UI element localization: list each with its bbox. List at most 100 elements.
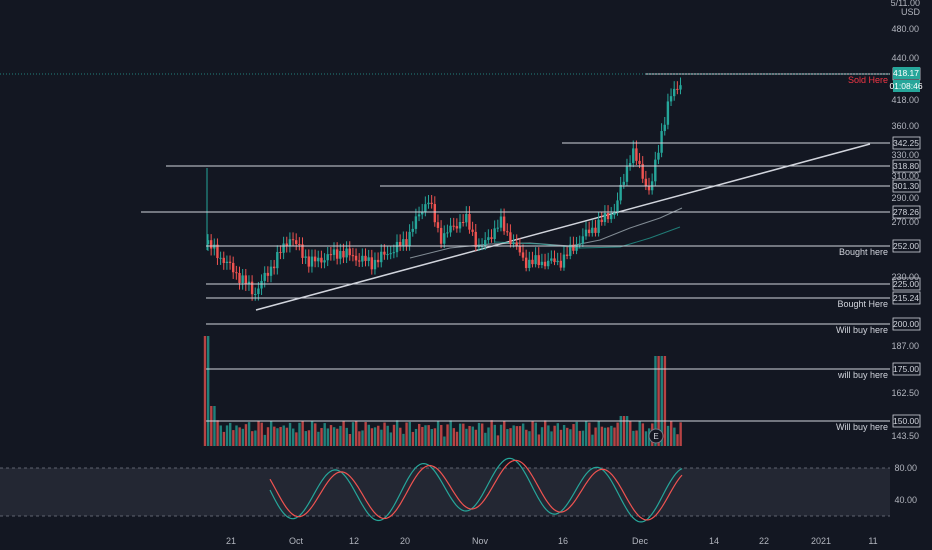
volume-bar — [487, 427, 490, 446]
volume-bar — [285, 427, 289, 446]
candle-body — [323, 260, 326, 263]
candle-body — [373, 259, 377, 270]
stochastic-tick-label: 80.00 — [894, 463, 917, 473]
level-price-tag — [892, 317, 921, 331]
candle-body — [263, 272, 266, 281]
volume-bar — [584, 420, 588, 446]
volume-bar — [373, 427, 377, 446]
candle-body — [433, 204, 436, 223]
volume-bar — [298, 422, 301, 446]
candle-body — [279, 251, 282, 253]
candle-body — [421, 211, 424, 215]
volume-bar — [654, 356, 657, 446]
volume-bar — [663, 356, 667, 446]
candle-body — [669, 96, 673, 102]
candle-body — [515, 242, 518, 247]
candle-body — [575, 244, 578, 251]
price-tick-label: 162.50 — [891, 388, 919, 398]
level-price-tag — [892, 362, 921, 376]
volume-bar — [644, 431, 648, 446]
candle-body — [244, 275, 247, 285]
time-tick-label: Oct — [289, 536, 304, 546]
candle-body — [342, 251, 345, 258]
volume-bar — [229, 422, 232, 446]
candle-body — [628, 163, 632, 167]
earnings-marker[interactable] — [648, 428, 664, 444]
candle-body — [383, 251, 386, 255]
volume-bar — [544, 420, 547, 446]
candle-body — [562, 254, 566, 268]
candle-body — [228, 261, 232, 263]
volume-bar — [317, 431, 320, 446]
volume-bar — [251, 431, 254, 446]
price-tick-label: 230.00 — [891, 272, 919, 282]
volume-bar — [421, 426, 424, 446]
candle-body — [225, 261, 229, 263]
time-tick-label: Dec — [632, 536, 649, 546]
volume-bar — [320, 428, 323, 446]
candle-body — [222, 257, 225, 263]
candle-body — [439, 227, 443, 244]
volume-bar — [304, 431, 307, 446]
level-note: Will buy here — [836, 422, 888, 432]
candle-body — [430, 202, 433, 205]
candle-body — [358, 260, 361, 262]
volume-bar — [443, 436, 446, 446]
candle-body — [556, 260, 559, 263]
candle-body — [654, 159, 657, 182]
level-price-tag — [892, 239, 921, 253]
stochastic-band — [0, 468, 890, 516]
volume-bar — [301, 421, 304, 446]
candle-body — [452, 225, 455, 227]
earnings-marker-label: E — [653, 432, 658, 441]
volume-bar — [490, 420, 493, 446]
price-tick-label: 310.00 — [891, 171, 919, 181]
candle-body — [512, 242, 515, 244]
level-price-value: 200.00 — [893, 319, 919, 329]
volume-bar — [594, 427, 597, 446]
volume-bar — [537, 434, 541, 446]
volume-bar — [641, 423, 645, 446]
candle-body — [295, 240, 298, 245]
candle-body — [326, 254, 329, 261]
candle-body — [354, 255, 358, 261]
candle-body — [320, 257, 323, 263]
volume-bar — [383, 422, 386, 446]
level-price-value: 342.25 — [893, 138, 919, 148]
volume-bar — [430, 429, 433, 446]
candle-body — [528, 259, 531, 268]
level-price-tag — [892, 136, 921, 150]
candle-body — [370, 257, 373, 270]
time-tick-label: 12 — [349, 536, 359, 546]
volume-bar — [521, 423, 525, 446]
candle-body — [455, 226, 459, 229]
volume-bar — [367, 424, 370, 446]
level-price-tag — [892, 277, 921, 291]
candle-body — [257, 288, 260, 295]
volume-bar — [342, 421, 345, 446]
volume-bar — [433, 428, 437, 446]
candle-body — [540, 261, 544, 266]
volume-bar — [484, 432, 487, 446]
candle-body — [241, 275, 244, 283]
trend-line-upper — [255, 143, 871, 311]
candle-body — [644, 178, 648, 186]
candle-body — [480, 246, 484, 248]
volume-bar — [452, 428, 456, 446]
volume-bar — [405, 422, 408, 446]
candle-body — [414, 216, 418, 229]
volume-bar — [427, 425, 430, 446]
volume-bar — [266, 427, 270, 446]
candle-body — [657, 152, 660, 160]
candle-body — [367, 257, 370, 261]
stochastic-oscillator: 80.00 40.00 — [269, 457, 917, 523]
volume-bar — [581, 430, 585, 446]
volume-bar — [477, 422, 481, 446]
candle-body — [376, 259, 380, 263]
candle-body — [600, 219, 603, 223]
volume-bar — [235, 425, 238, 446]
volume-bar — [210, 406, 213, 446]
current-price-tag[interactable] — [893, 67, 920, 79]
